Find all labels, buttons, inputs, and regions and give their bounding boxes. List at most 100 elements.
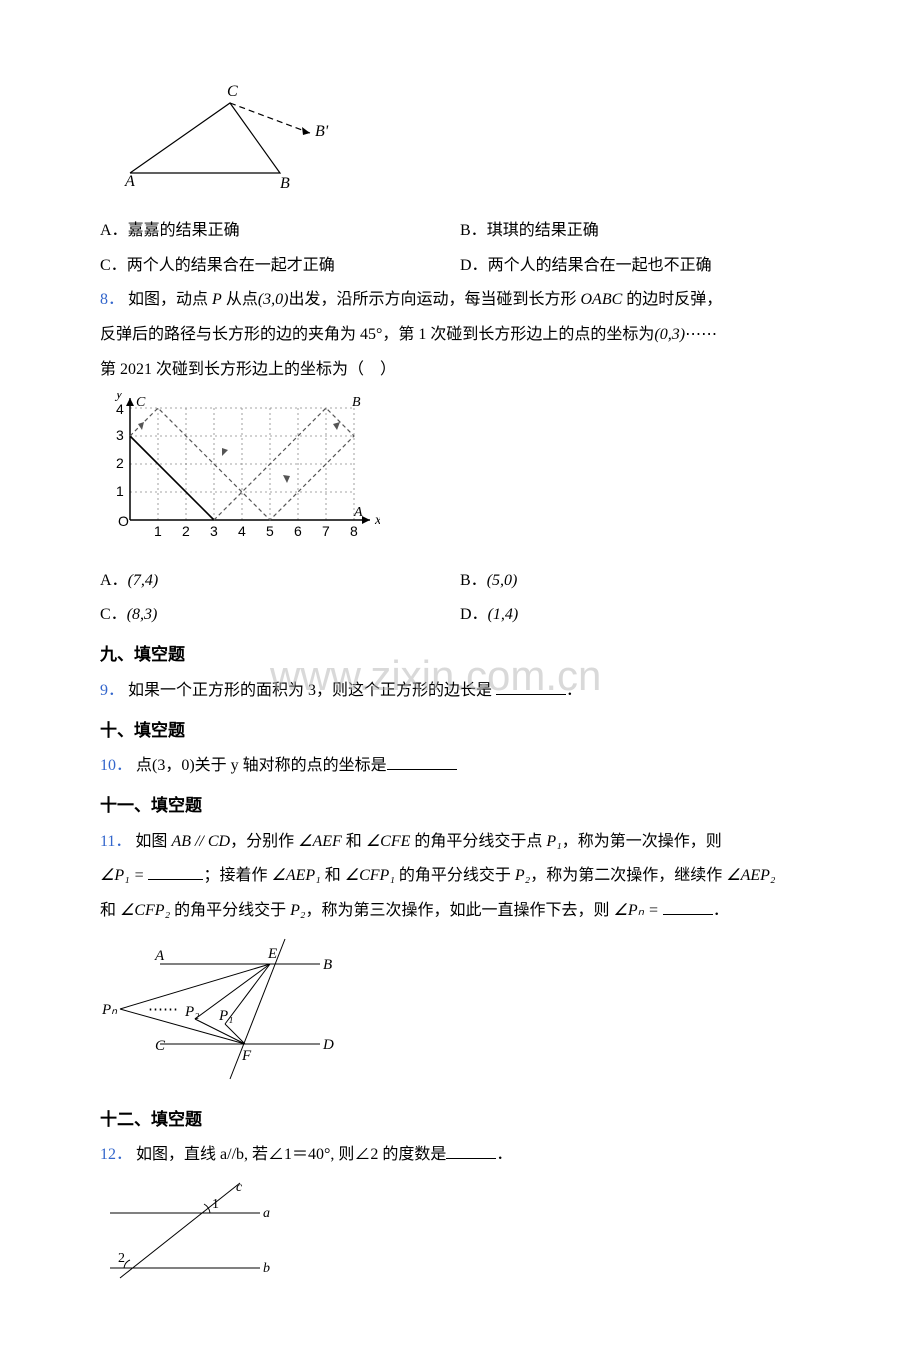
q11-abcd: AB // CD: [171, 833, 230, 850]
svg-text:A: A: [154, 948, 165, 964]
q8-C-label: C．: [100, 606, 127, 623]
q11-a3: ∠AEP₁: [272, 867, 321, 884]
svg-text:⋯⋯: ⋯⋯: [148, 1002, 178, 1018]
q8-D-label: D．: [460, 606, 488, 623]
svg-text:1: 1: [154, 523, 162, 539]
q8-A-label: A．: [100, 572, 128, 589]
svg-text:Pₙ: Pₙ: [101, 1002, 118, 1018]
q8-line3-text: 第 2021 次碰到长方形边上的坐标为（ ）: [100, 361, 396, 378]
svg-text:b: b: [263, 1261, 270, 1276]
svg-text:C: C: [136, 395, 146, 410]
label-A: A: [124, 173, 135, 190]
q12-line: 12．如图，直线 a//b, 若∠1＝40°, 则∠2 的度数是．: [100, 1141, 820, 1170]
q11-line2: ∠P₁ = ；接着作 ∠AEP₁ 和 ∠CFP₁ 的角平分线交于 P₂，称为第二…: [100, 862, 820, 891]
svg-text:B: B: [352, 395, 361, 410]
q11-l3c: ，称为第三次操作，如此一直操作下去，则: [306, 902, 614, 919]
q11-blank1[interactable]: [148, 864, 203, 880]
q8-firstpt: (0,3): [654, 326, 685, 343]
q10-num: 10．: [100, 757, 132, 774]
svg-text:x: x: [374, 513, 380, 528]
q11-p2b: P₂: [290, 902, 305, 919]
svg-text:D: D: [322, 1037, 334, 1053]
q11-t5: ，称为第一次操作，则: [562, 833, 722, 850]
gridlines: [130, 408, 354, 520]
q12-suffix: ．: [496, 1146, 512, 1163]
q8-mid1: 从点: [222, 291, 258, 308]
q7-B-label: B．: [460, 222, 487, 239]
triangle-path: [130, 103, 280, 173]
q11-p2: P₂: [515, 867, 530, 884]
svg-text:7: 7: [322, 523, 330, 539]
q12-blank[interactable]: [446, 1143, 496, 1159]
q10-blank[interactable]: [387, 754, 457, 770]
section-10-title: 十、填空题: [100, 716, 820, 747]
q8-line1: 8．如图，动点 P 从点(3,0)出发，沿所示方向运动，每当碰到长方形 OABC…: [100, 286, 820, 315]
arrowhead-icon: [302, 127, 310, 135]
q8-prefix: 如图，动点: [128, 291, 212, 308]
tick-labels: O 12345678 1234 x y C B A: [114, 393, 380, 539]
q8-line3: 第 2021 次碰到长方形边上的坐标为（ ）: [100, 356, 820, 385]
q8-row-ab: A．(7,4) B．(5,0): [100, 567, 820, 596]
q11-l3d: ．: [713, 902, 729, 919]
section-11-title: 十一、填空题: [100, 791, 820, 822]
q8-C-val: (8,3): [127, 606, 158, 623]
q7-A-text: 嘉嘉的结果正确: [128, 222, 240, 239]
q11-num: 11．: [100, 833, 131, 850]
q10-text: 点(3，0)关于 y 轴对称的点的坐标是: [136, 757, 387, 774]
q11-t1: 如图: [135, 833, 171, 850]
svg-text:4: 4: [238, 523, 246, 539]
q11-t4: 的角平分线交于点: [410, 833, 546, 850]
svg-text:F: F: [241, 1048, 252, 1064]
q11-line3: 和 ∠CFP₂ 的角平分线交于 P₂，称为第三次操作，如此一直操作下去，则 ∠P…: [100, 897, 820, 926]
svg-text:c: c: [236, 1180, 243, 1195]
q12-num: 12．: [100, 1146, 132, 1163]
svg-text:2: 2: [182, 523, 190, 539]
q11-l2d: 的角平分线交于: [395, 867, 515, 884]
svg-text:y: y: [114, 393, 123, 402]
q9-blank[interactable]: [496, 679, 566, 695]
q7-C-text: 两个人的结果合在一起才正确: [127, 257, 335, 274]
dashed-extension: [230, 103, 310, 133]
main-path: [130, 436, 214, 520]
svg-text:O: O: [118, 513, 129, 529]
q9-num: 9．: [100, 682, 124, 699]
svg-text:E: E: [267, 946, 277, 962]
q7-B-text: 琪琪的结果正确: [487, 222, 599, 239]
ab-figure: a b c 1 2: [100, 1178, 820, 1299]
q8-pvar: P: [212, 291, 222, 308]
q8-row-cd: C．(8,3) D．(1,4): [100, 601, 820, 630]
q8-B-val: (5,0): [487, 572, 518, 589]
q9-line: 9．如果一个正方形的面积为 3，则这个正方形的边长是 ．: [100, 677, 820, 706]
svg-text:C: C: [155, 1038, 166, 1054]
q8-num: 8．: [100, 291, 124, 308]
q11-pn: ∠Pₙ =: [614, 902, 663, 919]
q8-rect: OABC: [581, 291, 623, 308]
svg-text:1: 1: [212, 1197, 219, 1212]
q7-D-label: D．: [460, 257, 488, 274]
section-12-title: 十二、填空题: [100, 1105, 820, 1136]
svg-text:2: 2: [118, 1251, 125, 1266]
q11-t3: 和: [342, 833, 366, 850]
line-c: [120, 1183, 240, 1278]
q11-l2e: ，称为第二次操作，继续作: [530, 867, 726, 884]
q11-blank2[interactable]: [663, 899, 713, 915]
q11-p1: P₁: [546, 833, 561, 850]
svg-text:4: 4: [116, 401, 124, 417]
q7-D-text: 两个人的结果合在一起也不正确: [488, 257, 712, 274]
q11-l2a: ∠P₁ =: [100, 867, 148, 884]
q11-a5: ∠AEP₂: [726, 867, 775, 884]
q8-A-val: (7,4): [128, 572, 159, 589]
svg-text:P₁: P₁: [218, 1008, 233, 1024]
q9-suffix: ．: [566, 682, 582, 699]
q7-row-cd: C．两个人的结果合在一起才正确 D．两个人的结果合在一起也不正确: [100, 252, 820, 281]
svg-text:a: a: [263, 1206, 270, 1221]
q11-a4: ∠CFP₁: [345, 867, 395, 884]
q11-t2: ，分别作: [230, 833, 298, 850]
svg-text:B: B: [323, 957, 332, 973]
x-arrow-icon: [362, 516, 370, 524]
svg-text:1: 1: [116, 483, 124, 499]
label-B: B: [280, 175, 290, 192]
svg-text:6: 6: [294, 523, 302, 539]
q11-l3b: 的角平分线交于: [170, 902, 290, 919]
ray-E-Pn: [120, 964, 270, 1009]
